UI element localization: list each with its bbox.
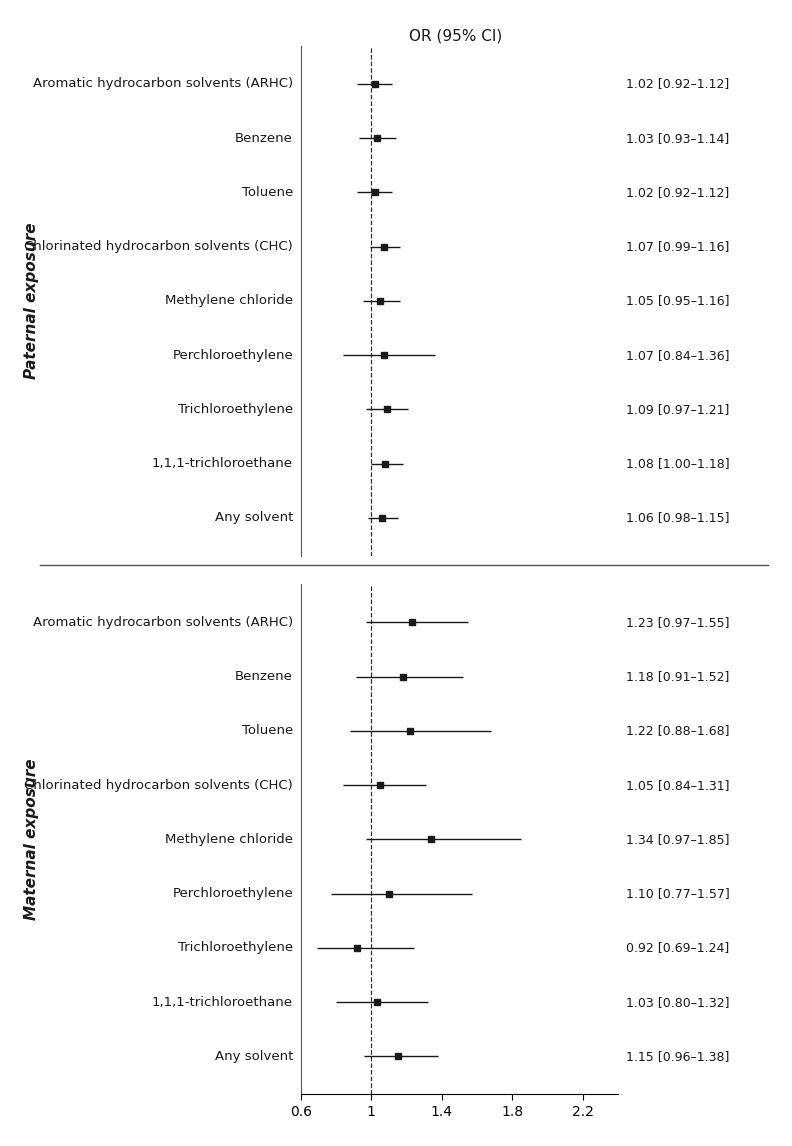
- Text: Paternal exposure: Paternal exposure: [25, 222, 39, 379]
- Text: Methylene chloride: Methylene chloride: [165, 295, 293, 307]
- Text: 1,1,1-trichloroethane: 1,1,1-trichloroethane: [152, 457, 293, 470]
- Text: Trichloroethylene: Trichloroethylene: [178, 403, 293, 416]
- Text: 1.08 [1.00–1.18]: 1.08 [1.00–1.18]: [626, 457, 729, 470]
- Text: 1.34 [0.97–1.85]: 1.34 [0.97–1.85]: [626, 833, 729, 846]
- Text: Toluene: Toluene: [242, 186, 293, 198]
- Text: Any solvent: Any solvent: [215, 1050, 293, 1063]
- Text: Trichloroethylene: Trichloroethylene: [178, 942, 293, 955]
- Text: Aromatic hydrocarbon solvents (ARHC): Aromatic hydrocarbon solvents (ARHC): [33, 615, 293, 629]
- Text: Maternal exposure: Maternal exposure: [25, 759, 39, 920]
- Text: 1.22 [0.88–1.68]: 1.22 [0.88–1.68]: [626, 724, 729, 737]
- Text: Toluene: Toluene: [242, 724, 293, 737]
- Text: Chlorinated hydrocarbon solvents (CHC): Chlorinated hydrocarbon solvents (CHC): [25, 778, 293, 792]
- Text: 1.02 [0.92–1.12]: 1.02 [0.92–1.12]: [626, 186, 729, 198]
- Text: 1.05 [0.95–1.16]: 1.05 [0.95–1.16]: [626, 295, 729, 307]
- Text: Aromatic hydrocarbon solvents (ARHC): Aromatic hydrocarbon solvents (ARHC): [33, 77, 293, 91]
- Text: 1.06 [0.98–1.15]: 1.06 [0.98–1.15]: [626, 511, 729, 525]
- Text: Benzene: Benzene: [235, 670, 293, 683]
- Text: 1.23 [0.97–1.55]: 1.23 [0.97–1.55]: [626, 615, 729, 629]
- Text: 1.03 [0.93–1.14]: 1.03 [0.93–1.14]: [626, 132, 729, 144]
- Text: 1.09 [0.97–1.21]: 1.09 [0.97–1.21]: [626, 403, 729, 416]
- Text: OR (95% CI): OR (95% CI): [409, 29, 502, 44]
- Text: 1,1,1-trichloroethane: 1,1,1-trichloroethane: [152, 996, 293, 1008]
- Text: Any solvent: Any solvent: [215, 511, 293, 525]
- Text: 1.15 [0.96–1.38]: 1.15 [0.96–1.38]: [626, 1050, 729, 1063]
- Text: 1.03 [0.80–1.32]: 1.03 [0.80–1.32]: [626, 996, 729, 1008]
- Text: Perchloroethylene: Perchloroethylene: [173, 887, 293, 901]
- Text: Methylene chloride: Methylene chloride: [165, 833, 293, 846]
- Text: 1.07 [0.84–1.36]: 1.07 [0.84–1.36]: [626, 348, 729, 362]
- Text: 1.07 [0.99–1.16]: 1.07 [0.99–1.16]: [626, 240, 729, 253]
- Text: 1.18 [0.91–1.52]: 1.18 [0.91–1.52]: [626, 670, 729, 683]
- Text: 1.10 [0.77–1.57]: 1.10 [0.77–1.57]: [626, 887, 729, 901]
- Text: 0.92 [0.69–1.24]: 0.92 [0.69–1.24]: [626, 942, 729, 955]
- Text: 1.05 [0.84–1.31]: 1.05 [0.84–1.31]: [626, 778, 729, 792]
- Text: Chlorinated hydrocarbon solvents (CHC): Chlorinated hydrocarbon solvents (CHC): [25, 240, 293, 253]
- Text: Benzene: Benzene: [235, 132, 293, 144]
- Text: 1.02 [0.92–1.12]: 1.02 [0.92–1.12]: [626, 77, 729, 91]
- Text: Perchloroethylene: Perchloroethylene: [173, 348, 293, 362]
